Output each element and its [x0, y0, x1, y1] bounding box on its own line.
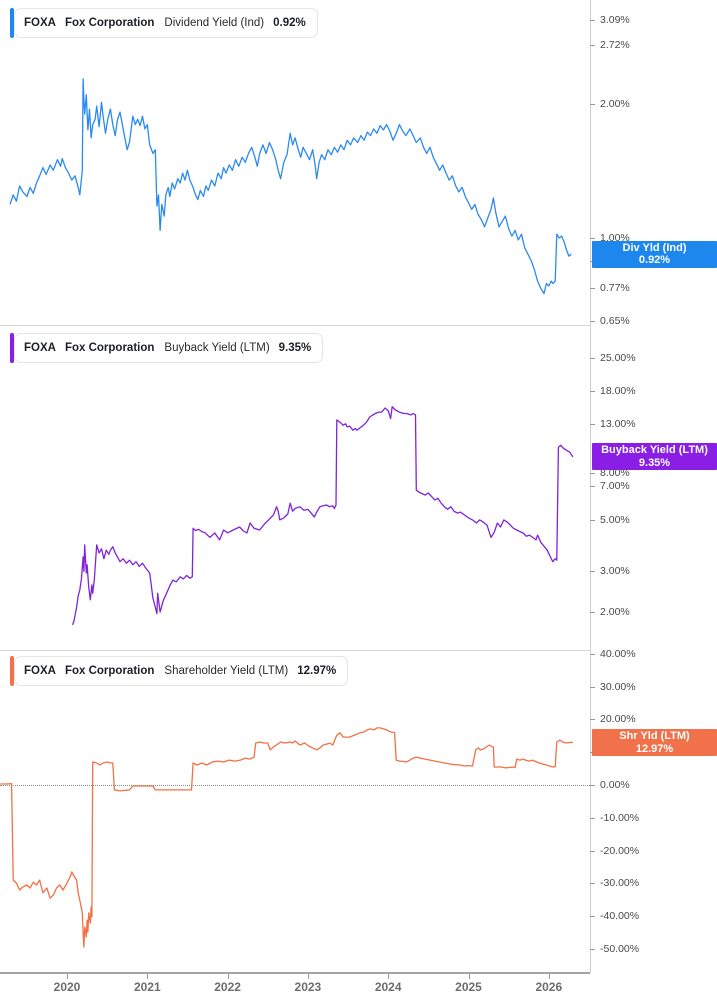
metric-label: Shareholder Yield (LTM) [164, 665, 289, 677]
y-tick-mark [590, 358, 595, 359]
y-tick-mark [590, 486, 595, 487]
panel-divider-1 [0, 325, 590, 326]
ticker-label: FOXA [24, 665, 56, 677]
x-tick-label: 2025 [455, 980, 482, 994]
y-tick-mark [590, 653, 595, 655]
y-tick-mark [590, 571, 595, 573]
y-tick-label: 25.00% [600, 352, 636, 364]
series-color-bar [10, 8, 14, 38]
x-axis-line [0, 972, 590, 974]
metric-label: Dividend Yield (Ind) [164, 17, 265, 29]
y-tick-label: -30.00% [600, 877, 640, 890]
series-color-bar [10, 656, 14, 686]
x-tick-mark [147, 974, 149, 979]
metric-value: 0.92% [273, 17, 306, 29]
y-tick-mark [590, 391, 595, 392]
y-tick-label: -40.00% [600, 910, 640, 923]
y-tick-mark [590, 288, 595, 290]
x-tick-label: 2024 [374, 980, 402, 994]
y-tick-label: 0.00% [600, 779, 630, 791]
series-line-buyback-yield [71, 406, 574, 626]
badge-series-label: Buyback Yield (LTM) [601, 444, 708, 457]
y-tick-label: -20.00% [600, 844, 640, 857]
ticker-label: FOXA [24, 342, 56, 354]
badge-value: 9.35% [638, 456, 671, 469]
y-tick-label: 2.72% [600, 38, 630, 51]
y-tick-label: 2.00% [600, 606, 630, 619]
company-label: Fox Corporation [64, 17, 155, 29]
x-tick-label: 2026 [535, 980, 563, 994]
y-tick-mark [590, 916, 595, 918]
y-tick-label: 30.00% [600, 680, 636, 693]
company-label: Fox Corporation [64, 342, 155, 354]
y-tick-label: -10.00% [600, 811, 640, 824]
panel-divider-2 [0, 650, 590, 651]
zero-line [0, 785, 590, 786]
y-tick-label: 20.00% [600, 713, 636, 726]
y-tick-label: 3.00% [600, 565, 630, 578]
y-tick-label: 7.00% [600, 480, 630, 492]
company-label: Fox Corporation [64, 665, 155, 677]
metric-value: 9.35% [278, 342, 312, 354]
y-tick-mark [590, 817, 595, 819]
series-line-dividend-yield [9, 78, 572, 295]
y-tick-mark [590, 612, 595, 614]
y-tick-label: 13.00% [600, 417, 636, 430]
y-tick-mark [590, 719, 595, 721]
chart-header-dividend-yield[interactable]: FOXA Fox Corporation Dividend Yield (Ind… [10, 8, 318, 38]
series-line-shareholder-yield [0, 727, 573, 948]
metric-value: 12.97% [297, 665, 337, 677]
last-value-badge-shareholder-yield[interactable]: Shr Yld (LTM) 12.97% [592, 729, 717, 756]
y-tick-mark [590, 850, 595, 852]
y-tick-mark [590, 104, 595, 106]
chart-header-buyback-yield[interactable]: FOXA Fox Corporation Buyback Yield (LTM)… [10, 333, 324, 363]
badge-series-label: Div Yld (Ind) [622, 241, 687, 254]
y-tick-mark [590, 321, 595, 323]
x-tick-mark [468, 974, 470, 979]
y-tick-label: 0.77% [600, 282, 630, 295]
y-tick-mark [590, 883, 595, 885]
metric-label: Buyback Yield (LTM) [164, 342, 270, 354]
y-tick-mark [590, 949, 595, 950]
x-tick-mark [67, 974, 68, 979]
x-tick-mark [227, 974, 229, 979]
y-tick-label: 18.00% [600, 385, 636, 397]
x-tick-label: 2022 [214, 980, 241, 994]
y-tick-mark [590, 785, 595, 786]
y-tick-label: 2.00% [600, 98, 630, 111]
badge-series-label: Shr Yld (LTM) [619, 730, 690, 742]
last-value-badge-dividend-yield[interactable]: Div Yld (Ind) 0.92% [592, 240, 717, 268]
last-value-badge-buyback-yield[interactable]: Buyback Yield (LTM) 9.35% [592, 443, 717, 471]
y-tick-mark [590, 519, 595, 521]
x-tick-mark [388, 974, 390, 979]
chart-header-box: FOXA Fox Corporation Shareholder Yield (… [14, 656, 349, 686]
x-tick-label: 2023 [294, 980, 322, 994]
x-tick-mark [548, 974, 550, 979]
series-color-bar [10, 333, 14, 363]
y-tick-label: 3.09% [600, 14, 630, 27]
ticker-label: FOXA [24, 17, 56, 29]
x-tick-label: 2020 [53, 980, 81, 994]
y-tick-mark [590, 686, 595, 688]
x-tick-label: 2021 [133, 980, 161, 994]
y-tick-label: 40.00% [600, 647, 636, 660]
chart-header-box: FOXA Fox Corporation Dividend Yield (Ind… [14, 8, 318, 38]
y-tick-label: -50.00% [600, 943, 640, 955]
x-tick-mark [307, 974, 309, 979]
y-tick-mark [590, 44, 595, 46]
chart-header-shareholder-yield[interactable]: FOXA Fox Corporation Shareholder Yield (… [10, 656, 349, 686]
y-tick-label: 0.65% [600, 315, 630, 328]
y-tick-label: 5.00% [600, 513, 630, 526]
y-tick-mark [590, 472, 595, 474]
y-tick-mark [590, 238, 595, 239]
badge-value: 12.97% [635, 742, 674, 755]
badge-value: 0.92% [638, 254, 671, 267]
chart-header-box: FOXA Fox Corporation Buyback Yield (LTM)… [14, 333, 324, 363]
y-tick-mark [590, 20, 595, 22]
y-tick-mark [590, 423, 595, 425]
